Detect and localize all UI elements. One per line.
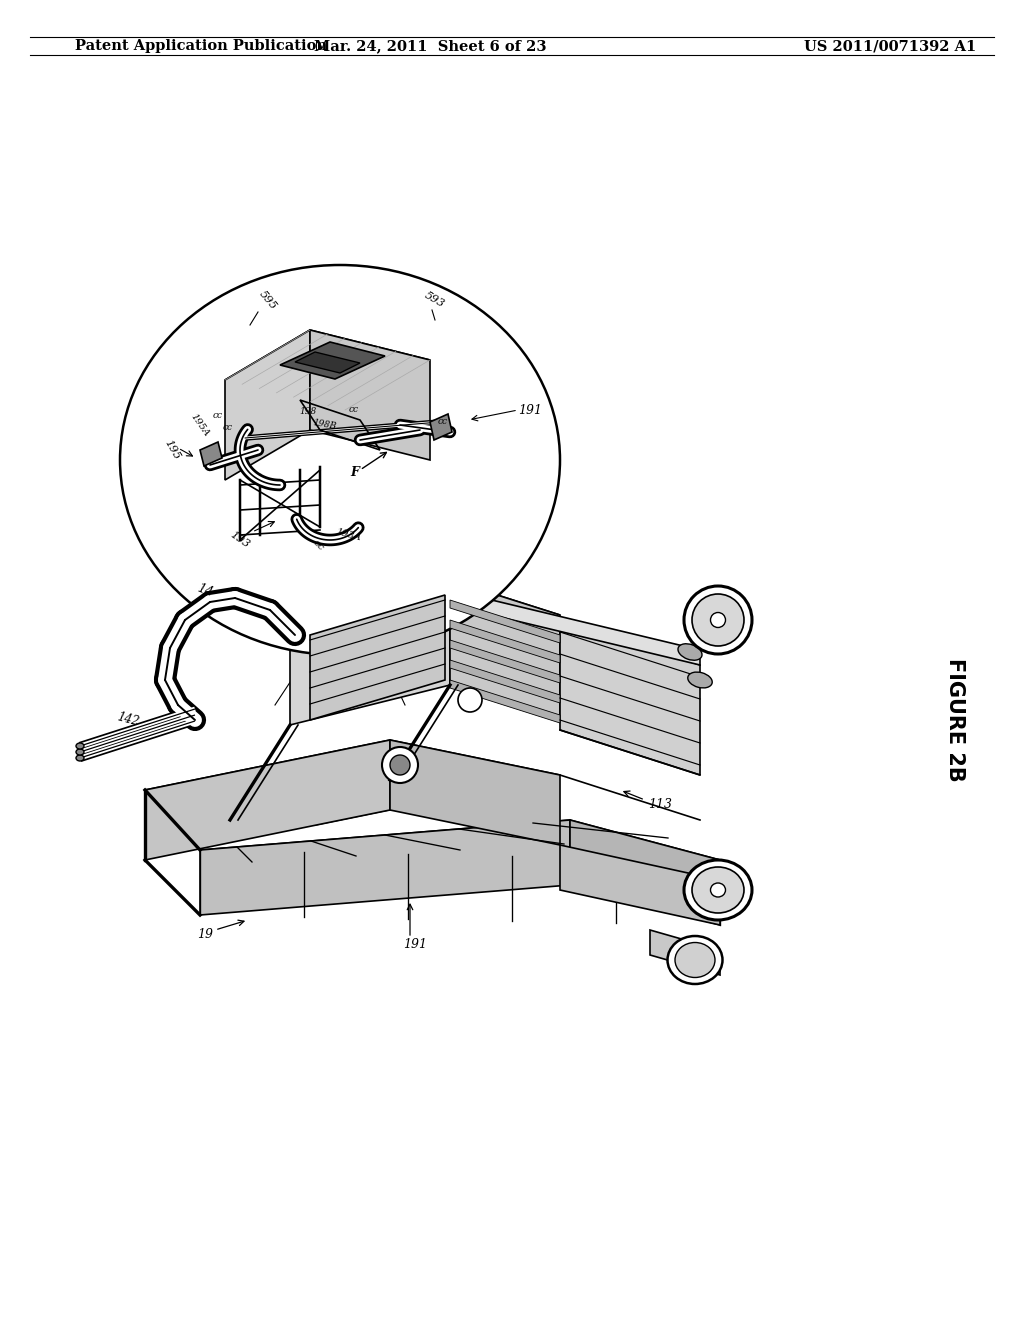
Text: cc: cc <box>310 537 326 552</box>
Polygon shape <box>145 741 390 861</box>
Polygon shape <box>310 330 430 459</box>
Polygon shape <box>450 640 560 682</box>
Ellipse shape <box>668 936 723 983</box>
Polygon shape <box>450 620 560 663</box>
Ellipse shape <box>76 748 84 755</box>
Polygon shape <box>145 741 560 825</box>
Text: 198B: 198B <box>312 418 338 432</box>
Circle shape <box>458 688 482 711</box>
Text: 195A: 195A <box>189 412 211 438</box>
Polygon shape <box>290 579 560 655</box>
Text: cc: cc <box>213 412 223 421</box>
Text: 113: 113 <box>648 799 672 812</box>
Text: 14: 14 <box>196 581 215 599</box>
Circle shape <box>390 755 410 775</box>
Polygon shape <box>225 330 310 480</box>
Ellipse shape <box>688 672 713 688</box>
Text: 191: 191 <box>518 404 542 417</box>
Polygon shape <box>295 352 360 374</box>
Text: 19: 19 <box>197 928 213 941</box>
Polygon shape <box>450 680 560 723</box>
Text: FIGURE 2B: FIGURE 2B <box>945 659 965 781</box>
Text: 193A: 193A <box>335 527 361 543</box>
Text: cc: cc <box>349 405 359 414</box>
Polygon shape <box>570 820 720 925</box>
Polygon shape <box>310 595 445 719</box>
Text: 193: 193 <box>228 529 252 550</box>
Text: 198: 198 <box>299 408 316 417</box>
Text: US 2011/0071392 A1: US 2011/0071392 A1 <box>804 40 976 53</box>
Polygon shape <box>200 820 570 915</box>
Text: 195: 195 <box>163 438 181 462</box>
Ellipse shape <box>675 942 715 978</box>
Circle shape <box>382 747 418 783</box>
Text: 593: 593 <box>423 290 446 310</box>
Polygon shape <box>450 579 560 719</box>
Ellipse shape <box>684 586 752 653</box>
Polygon shape <box>225 330 430 411</box>
Polygon shape <box>650 931 720 975</box>
Polygon shape <box>560 845 720 925</box>
Text: 191: 191 <box>403 939 427 952</box>
Text: 142: 142 <box>116 710 140 729</box>
Polygon shape <box>450 660 560 704</box>
Text: Mar. 24, 2011  Sheet 6 of 23: Mar. 24, 2011 Sheet 6 of 23 <box>313 40 546 53</box>
Ellipse shape <box>711 612 725 627</box>
Polygon shape <box>430 414 452 440</box>
Polygon shape <box>200 442 222 466</box>
Ellipse shape <box>120 265 560 655</box>
Text: cc: cc <box>438 417 449 426</box>
Ellipse shape <box>678 644 702 660</box>
Text: 595: 595 <box>257 289 279 312</box>
Polygon shape <box>560 620 700 775</box>
Polygon shape <box>450 590 700 665</box>
Polygon shape <box>290 579 450 725</box>
Polygon shape <box>280 342 385 379</box>
Ellipse shape <box>684 861 752 920</box>
Ellipse shape <box>711 883 725 898</box>
Ellipse shape <box>692 867 744 913</box>
Ellipse shape <box>76 743 84 748</box>
Text: cc: cc <box>223 424 233 433</box>
Text: F: F <box>350 466 359 479</box>
Polygon shape <box>450 601 560 643</box>
Ellipse shape <box>692 594 744 645</box>
Text: Patent Application Publication: Patent Application Publication <box>75 40 327 53</box>
Polygon shape <box>390 741 560 845</box>
Polygon shape <box>200 820 720 890</box>
Ellipse shape <box>76 755 84 762</box>
